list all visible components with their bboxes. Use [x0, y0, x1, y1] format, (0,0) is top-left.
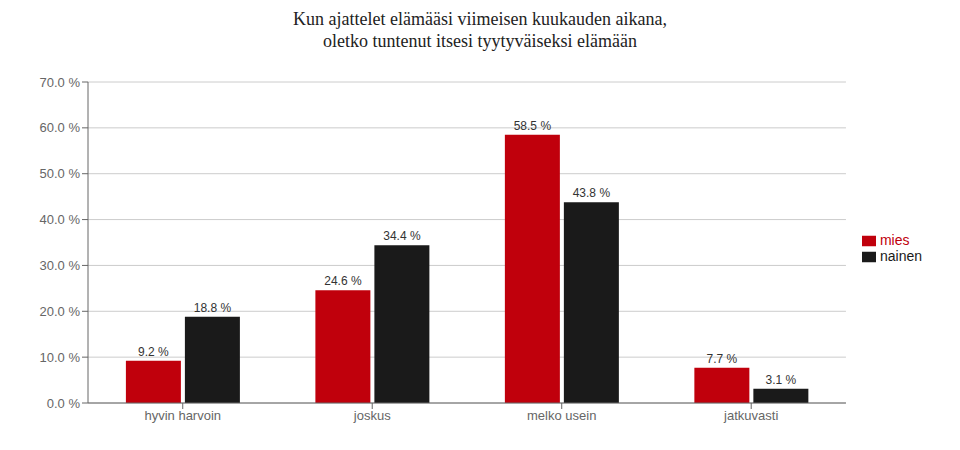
svg-text:joskus: joskus	[353, 408, 391, 423]
svg-text:3.1 %: 3.1 %	[766, 373, 797, 387]
svg-text:hyvin harvoin: hyvin harvoin	[144, 408, 221, 423]
svg-text:18.8 %: 18.8 %	[194, 301, 232, 315]
html-text:nainen: nainen	[880, 248, 922, 264]
svg-text:melko usein: melko usein	[527, 408, 596, 423]
svg-text:jatkuvasti: jatkuvasti	[723, 408, 778, 423]
svg-text:9.2 %: 9.2 %	[138, 345, 169, 359]
svg-text:40.0 %: 40.0 %	[40, 212, 81, 227]
html-text:Kun ajattelet elämääsi viimeis: Kun ajattelet elämääsi viimeisen kuukaud…	[293, 9, 667, 29]
svg-text:34.4 %: 34.4 %	[383, 229, 421, 243]
svg-text:0.0 %: 0.0 %	[47, 396, 81, 411]
svg-text:50.0 %: 50.0 %	[40, 166, 81, 181]
svg-text:10.0 %: 10.0 %	[40, 350, 81, 365]
svg-text:43.8 %: 43.8 %	[573, 186, 611, 200]
svg-text:24.6 %: 24.6 %	[324, 274, 362, 288]
html-text:oletko tuntenut itsesi tyytyvä: oletko tuntenut itsesi tyytyväiseksi elä…	[323, 31, 637, 51]
svg-text:70.0 %: 70.0 %	[40, 75, 81, 90]
svg-text:58.5 %: 58.5 %	[514, 119, 552, 133]
svg-text:20.0 %: 20.0 %	[40, 304, 81, 319]
html-text:mies: mies	[880, 231, 910, 248]
svg-text:7.7 %: 7.7 %	[707, 352, 738, 366]
svg-text:60.0 %: 60.0 %	[40, 120, 81, 135]
svg-text:30.0 %: 30.0 %	[40, 258, 81, 273]
